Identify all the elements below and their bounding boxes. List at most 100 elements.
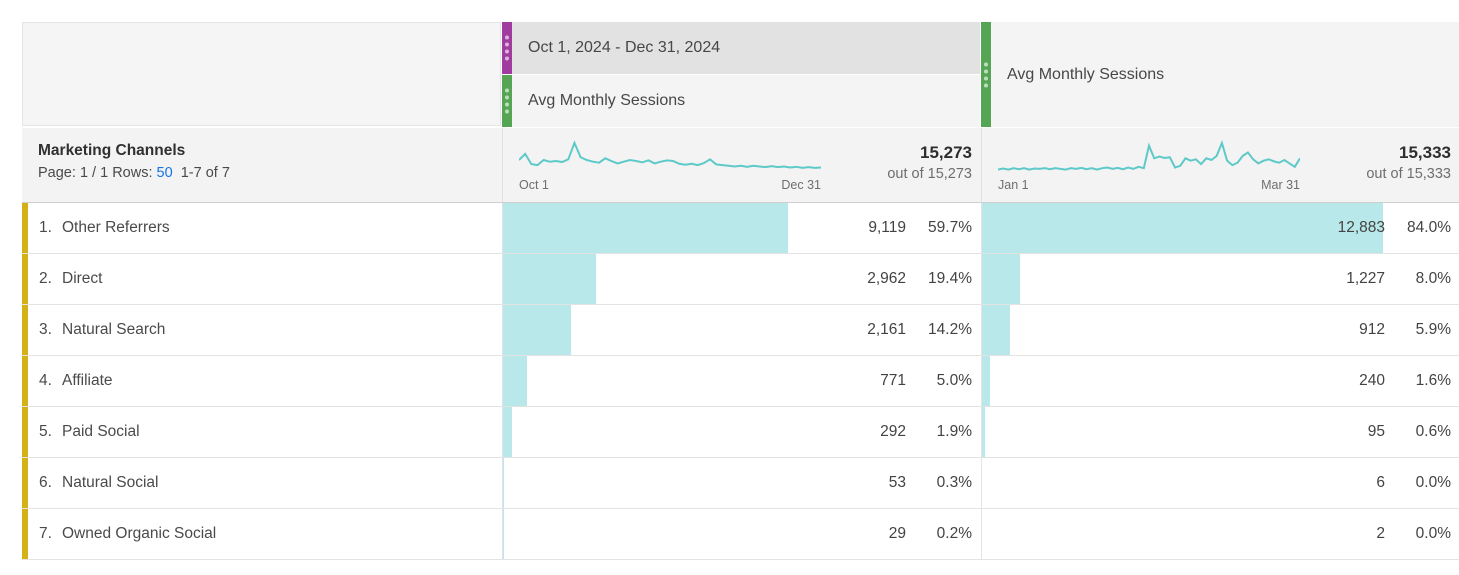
spark-end-label: Mar 31: [1261, 178, 1300, 192]
metric-percent: 0.3%: [936, 474, 972, 491]
row-rank: 2.: [39, 270, 52, 287]
metric-percent: 1.6%: [1415, 372, 1451, 389]
column-header-metric-1[interactable]: Avg Monthly Sessions: [502, 75, 980, 127]
rows-per-page-link[interactable]: 50: [156, 165, 173, 181]
metric-cell-col2[interactable]: 240 1.6%: [981, 356, 1459, 406]
metric-percent: 5.9%: [1415, 321, 1451, 338]
metric-value: 2,161: [867, 321, 906, 338]
sparkline-col2: [998, 139, 1300, 181]
metric-cell-col2[interactable]: 1,227 8.0%: [981, 254, 1459, 304]
table-row: 7. Owned Organic Social 29 0.2% 2 0.0%: [22, 509, 1459, 560]
metric-value: 53: [888, 474, 906, 491]
metric-percent: 84.0%: [1407, 219, 1451, 236]
metric-value: 95: [1367, 423, 1385, 440]
metric-cell-col2[interactable]: 6 0.0%: [981, 458, 1459, 508]
value-bar: [503, 407, 513, 457]
metric-value: 29: [888, 525, 906, 542]
row-accent-strip: [22, 203, 28, 253]
metric-cell-col2[interactable]: 912 5.9%: [981, 305, 1459, 355]
row-rank: 7.: [39, 525, 52, 542]
table-row: 3. Natural Search 2,161 14.2% 912 5.9%: [22, 305, 1459, 356]
metric-cell-col1[interactable]: 771 5.0%: [502, 356, 980, 406]
value-bar: [982, 356, 990, 406]
dimension-cell[interactable]: 6. Natural Social: [22, 458, 501, 508]
metric-cell-col1[interactable]: 53 0.3%: [502, 458, 980, 508]
page-value: 1 / 1: [79, 165, 109, 181]
metric-percent: 59.7%: [928, 219, 972, 236]
metric-drag-handle[interactable]: [981, 22, 991, 127]
metric-cell-col1[interactable]: 2,962 19.4%: [502, 254, 980, 304]
metric-cell-col1[interactable]: 9,119 59.7%: [502, 203, 980, 253]
page-label: Page:: [38, 165, 76, 181]
row-label: Natural Search: [62, 321, 166, 338]
metric-value: 2,962: [867, 270, 906, 287]
totals-cell-col2[interactable]: Jan 1 Mar 31 15,333 out of 15,333: [981, 128, 1459, 202]
row-rank: 1.: [39, 219, 52, 236]
metric-label: Avg Monthly Sessions: [528, 92, 686, 109]
column-header-metric-2[interactable]: Avg Monthly Sessions: [981, 22, 1459, 127]
dimension-cell[interactable]: 5. Paid Social: [22, 407, 501, 457]
row-label: Direct: [62, 270, 103, 287]
metric-value: 912: [1359, 321, 1385, 338]
metric-drag-handle[interactable]: [502, 75, 512, 127]
metric-value: 9,119: [868, 219, 906, 236]
metric-percent: 8.0%: [1415, 270, 1451, 287]
totals-row: Marketing Channels Page: 1 / 1 Rows: 50 …: [22, 127, 1459, 203]
metric-cell-col1[interactable]: 292 1.9%: [502, 407, 980, 457]
metric-cell-col1[interactable]: 2,161 14.2%: [502, 305, 980, 355]
metric-label: Avg Monthly Sessions: [1007, 65, 1165, 83]
drag-dots-icon: [505, 35, 509, 61]
dimension-cell[interactable]: 4. Affiliate: [22, 356, 501, 406]
row-label: Affiliate: [62, 372, 113, 389]
row-label: Natural Social: [62, 474, 159, 491]
row-rank: 4.: [39, 372, 52, 389]
value-bar: [982, 254, 1021, 304]
value-bar: [982, 407, 985, 457]
column-header-date-range[interactable]: Oct 1, 2024 - Dec 31, 2024: [502, 22, 980, 74]
row-rank: 6.: [39, 474, 52, 491]
metric-value: 240: [1359, 372, 1385, 389]
pagination-info: Page: 1 / 1 Rows: 50 1-7 of 7: [38, 162, 501, 184]
metric-value: 12,883: [1337, 219, 1385, 236]
value-bar: [503, 305, 571, 355]
dimension-cell[interactable]: 1. Other Referrers: [22, 203, 501, 253]
value-bar: [503, 458, 505, 508]
table-row: 4. Affiliate 771 5.0% 240 1.6%: [22, 356, 1459, 407]
metric-percent: 0.0%: [1415, 525, 1451, 542]
date-range-drag-handle[interactable]: [502, 22, 512, 74]
dimension-title: Marketing Channels: [38, 142, 186, 159]
dimension-cell[interactable]: 2. Direct: [22, 254, 501, 304]
row-accent-strip: [22, 407, 28, 457]
dimension-cell[interactable]: 3. Natural Search: [22, 305, 501, 355]
metric-percent: 19.4%: [928, 270, 972, 287]
metric-cell-col1[interactable]: 29 0.2%: [502, 509, 980, 559]
value-bar: [503, 356, 527, 406]
metric-cell-col2[interactable]: 95 0.6%: [981, 407, 1459, 457]
metric-percent: 0.0%: [1415, 474, 1451, 491]
metric-cell-col2[interactable]: 12,883 84.0%: [981, 203, 1459, 253]
metric-percent: 0.2%: [936, 525, 972, 542]
row-label: Owned Organic Social: [62, 525, 217, 542]
rows-label: Rows:: [112, 165, 153, 181]
metric-cell-col2[interactable]: 2 0.0%: [981, 509, 1459, 559]
row-accent-strip: [22, 305, 28, 355]
row-label: Paid Social: [62, 423, 140, 440]
row-accent-strip: [22, 254, 28, 304]
row-rank: 5.: [39, 423, 52, 440]
value-bar: [503, 254, 596, 304]
total-out-of: out of 15,333: [1366, 166, 1451, 182]
total-value: 15,333: [1399, 143, 1451, 162]
metric-percent: 5.0%: [936, 372, 972, 389]
dimension-header-cell[interactable]: Marketing Channels Page: 1 / 1 Rows: 50 …: [22, 128, 501, 202]
value-bar: [503, 203, 788, 253]
spark-start-label: Jan 1: [998, 178, 1029, 192]
row-range: 1-7 of 7: [180, 165, 230, 181]
metric-value: 771: [880, 372, 906, 389]
table-row: 1. Other Referrers 9,119 59.7% 12,883 84…: [22, 203, 1459, 254]
totals-cell-col1[interactable]: Oct 1 Dec 31 15,273 out of 15,273: [502, 128, 980, 202]
dimension-cell[interactable]: 7. Owned Organic Social: [22, 509, 501, 559]
value-bar: [982, 305, 1011, 355]
spark-start-label: Oct 1: [519, 178, 549, 192]
table-row: 6. Natural Social 53 0.3% 6 0.0%: [22, 458, 1459, 509]
metric-percent: 14.2%: [928, 321, 972, 338]
